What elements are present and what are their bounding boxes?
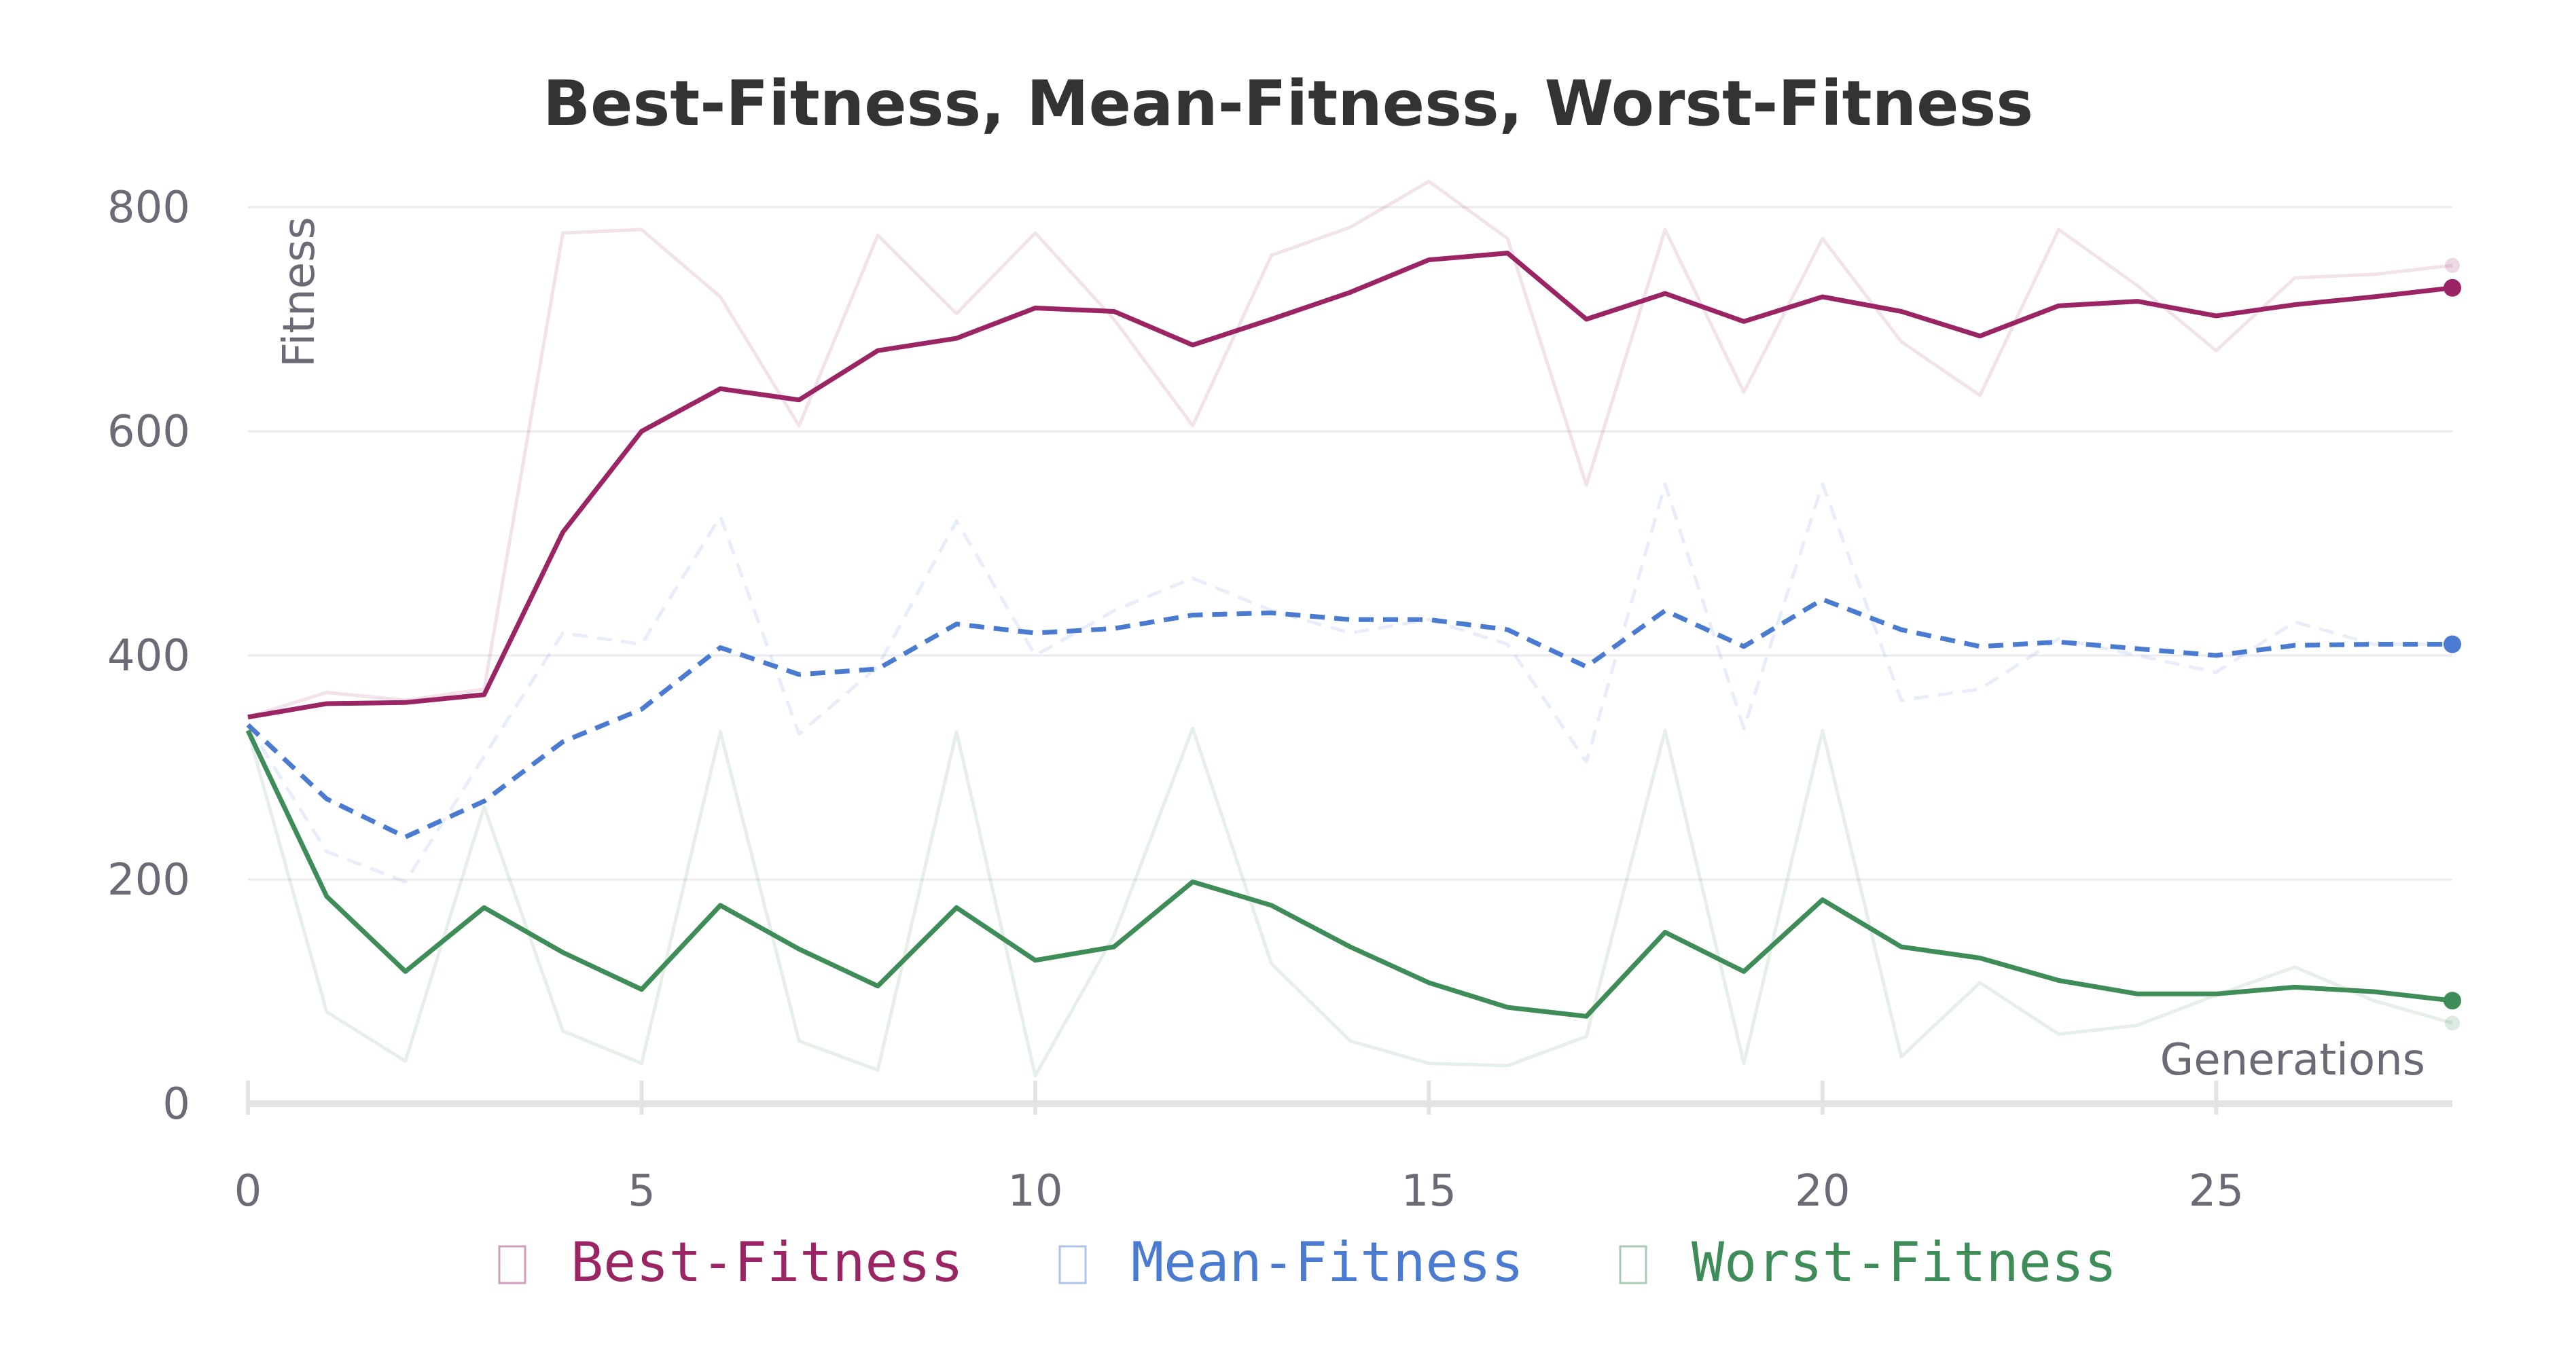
y-tick-label: 600 xyxy=(107,407,190,457)
y-tick-label: 0 xyxy=(162,1079,190,1130)
raw-series-line xyxy=(246,726,2453,1078)
legend-swatch xyxy=(1058,1245,1087,1284)
legend-swatch xyxy=(1619,1245,1647,1284)
series-endpoint xyxy=(2444,278,2461,297)
smoothed-series-layer xyxy=(245,251,2461,1019)
y-tick-label: 400 xyxy=(107,631,190,681)
x-tick-label: 5 xyxy=(628,1166,656,1216)
series-line xyxy=(245,729,2453,1019)
raw-series-endpoint xyxy=(2445,1015,2460,1031)
y-tick-label: 800 xyxy=(107,183,190,233)
x-axis-title: Generations xyxy=(2160,1035,2425,1085)
legend-label: Best-Fitness xyxy=(571,1231,963,1294)
x-tick-label: 10 xyxy=(1007,1166,1062,1216)
series-endpoint xyxy=(2444,992,2461,1010)
raw-series-endpoint xyxy=(2445,257,2460,273)
legend: Best-Fitness Mean-Fitness Worst-Fitness xyxy=(498,1231,2117,1294)
raw-series-line xyxy=(246,482,2452,884)
raw-series-line xyxy=(247,179,2453,719)
raw-series-layer xyxy=(246,179,2460,1078)
legend-swatch xyxy=(498,1245,526,1284)
x-tick-label: 25 xyxy=(2189,1166,2244,1216)
x-tick-label: 0 xyxy=(234,1166,262,1216)
y-tick-label: 200 xyxy=(107,855,190,905)
series-endpoint xyxy=(2444,635,2461,653)
legend-label: Mean-Fitness xyxy=(1131,1231,1524,1294)
chart-title: Best-Fitness, Mean-Fitness, Worst-Fitnes… xyxy=(543,67,2033,140)
y-tick-labels: 0 200 400 600 800 xyxy=(107,183,190,1130)
grid-lines xyxy=(248,206,2452,881)
y-axis-title: Fitness xyxy=(274,217,325,367)
legend-label: Worst-Fitness xyxy=(1692,1231,2117,1294)
x-tick-label: 20 xyxy=(1795,1166,1850,1216)
series-line xyxy=(247,251,2453,720)
x-tick-label: 15 xyxy=(1401,1166,1456,1216)
x-axis: 0 5 10 15 20 25 xyxy=(234,1081,2452,1216)
